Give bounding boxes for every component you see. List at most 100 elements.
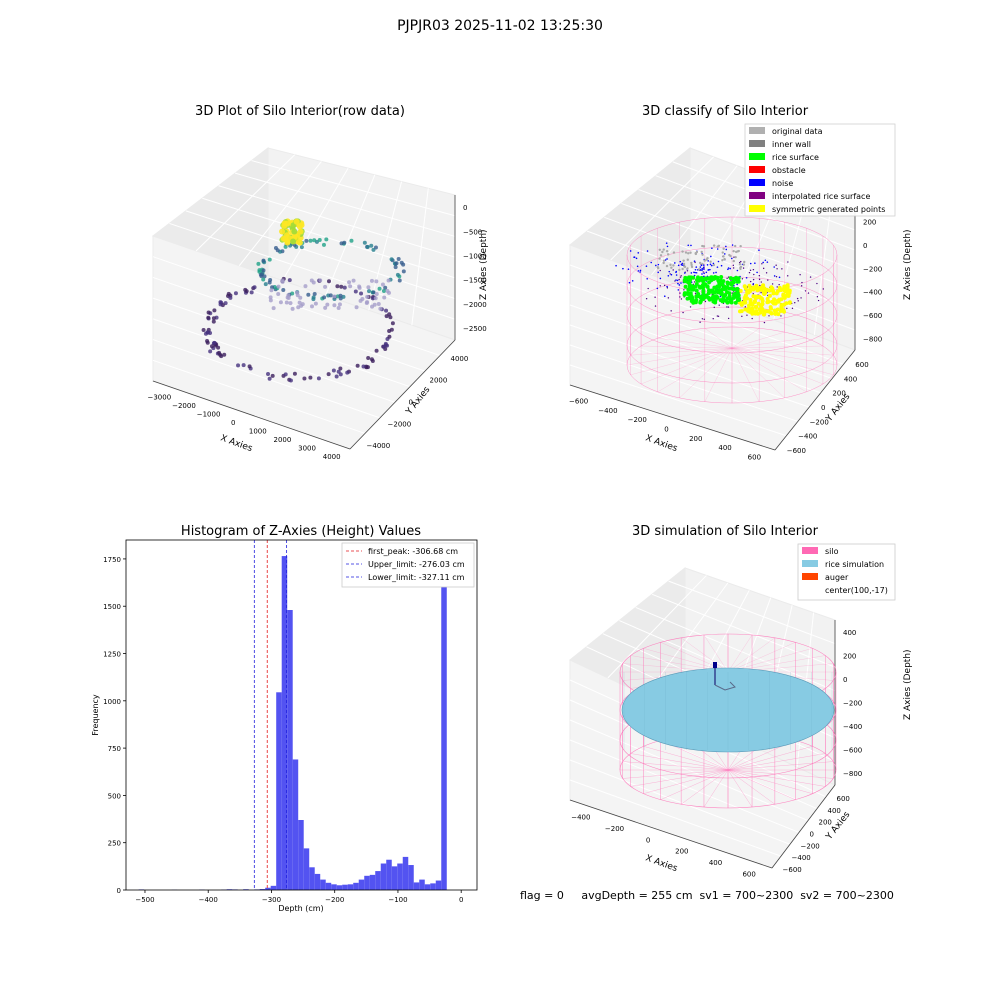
raw-data-point [369, 243, 374, 248]
symmetric-point [761, 283, 766, 288]
interpolated-point [775, 264, 777, 266]
raw-data-point [306, 292, 311, 297]
rice-surface-point [694, 294, 699, 299]
classify-legend-swatch [749, 166, 765, 173]
raw-data-point [312, 238, 317, 243]
interpolated-point [748, 271, 751, 274]
noise-point [635, 257, 638, 260]
simulation-z-tick-label: 200 [843, 652, 856, 660]
original-data-point [658, 257, 661, 260]
classify-silo-spoke [731, 347, 760, 402]
raw-data-point [284, 300, 289, 305]
raw-data-point [266, 372, 271, 377]
interpolated-point [713, 306, 715, 309]
simulation-legend-swatch [802, 560, 818, 567]
symmetric-point [773, 311, 778, 316]
interpolated-point [762, 267, 765, 270]
raw-data-point [386, 290, 391, 295]
interpolated-point [666, 287, 669, 289]
histogram-y-axis-label: Frequency [91, 694, 100, 736]
raw-grid-line [152, 276, 426, 372]
raw-data-point [290, 306, 295, 311]
histogram-x-tick-label: −300 [262, 896, 281, 904]
classify-silo-spoke [657, 347, 733, 392]
raw-data-point [313, 301, 318, 306]
rice-surface-point [698, 285, 703, 290]
histogram-bar [402, 856, 409, 890]
symmetric-point [761, 312, 766, 317]
original-data-point [700, 250, 703, 254]
classify-z-tick-label: −600 [863, 312, 882, 320]
interpolated-point [738, 261, 741, 264]
simulation-silo-roof-spoke [727, 634, 753, 673]
raw-data-point [387, 329, 392, 334]
original-data-point [739, 245, 742, 248]
noise-point [727, 267, 730, 269]
raw-data-point [397, 278, 402, 283]
symmetric-point [782, 295, 787, 300]
interpolated-point [800, 285, 803, 287]
noise-point [725, 248, 728, 251]
auger-blade [714, 681, 736, 691]
rice-surface-point [705, 284, 710, 289]
noise-point [703, 272, 705, 275]
original-data-point [672, 251, 676, 254]
symmetric-point [787, 300, 792, 305]
rice-surface-point [725, 296, 730, 301]
original-data-point [743, 260, 746, 264]
raw-data-point [271, 306, 276, 311]
interpolated-point [727, 306, 730, 308]
rice-surface-point [703, 276, 708, 281]
raw-data-point [365, 300, 370, 305]
interpolated-point [752, 268, 755, 271]
histogram-y-tick-label: 1500 [103, 603, 121, 611]
raw-z-tick-label: −2500 [463, 325, 487, 333]
interpolated-point [726, 277, 728, 280]
histogram-y-ticks: 0 250 500 750 1000 1250 1500 1750 [103, 556, 126, 895]
classify-silo-spoke [641, 347, 733, 385]
interpolated-point [667, 297, 670, 299]
interpolated-point [647, 287, 649, 290]
noise-point [681, 262, 684, 265]
noise-point [701, 267, 704, 270]
noise-point [665, 242, 668, 244]
interpolated-point [801, 281, 803, 284]
original-data-point [712, 263, 716, 267]
classify-data-points [615, 242, 824, 324]
simulation-silo-spoke [727, 769, 775, 805]
raw-data-point [288, 378, 293, 383]
simulation-z-axis-label: Z Axies (Depth) [903, 649, 913, 720]
classify-x-axis-line [569, 384, 776, 451]
raw-data-point [383, 341, 388, 346]
original-data-point [658, 248, 661, 251]
noise-point [639, 271, 641, 273]
raw-data-point [226, 291, 231, 296]
histogram-y-tick-label: 1000 [103, 698, 121, 706]
raw-data-point [377, 286, 382, 291]
interpolated-point [679, 292, 681, 294]
symmetric-point [779, 297, 784, 302]
original-data-point [672, 264, 675, 267]
interpolated-point [799, 274, 801, 276]
raw-data-point [270, 373, 275, 378]
interpolated-point [791, 307, 794, 310]
symmetric-point [766, 309, 771, 314]
rice-surface-point [683, 284, 688, 289]
rice-surface-point [727, 286, 732, 291]
raw-data-point [261, 277, 266, 282]
raw-data-point [323, 284, 328, 289]
rice-surface-point [701, 288, 706, 293]
symmetric-point [787, 288, 792, 293]
noise-point [666, 258, 668, 260]
raw-data-point [303, 284, 308, 289]
simulation-grid-line [569, 759, 791, 845]
interpolated-point [727, 317, 730, 320]
interpolated-point [645, 298, 648, 300]
rice-surface-point [721, 279, 726, 284]
raw-grid-line [368, 181, 403, 311]
interpolated-point [816, 282, 818, 285]
original-data-point [670, 266, 673, 269]
simulation-y-tick-label: 400 [828, 807, 841, 815]
original-data-point [728, 253, 731, 257]
simulation-silo-spoke [622, 769, 729, 779]
